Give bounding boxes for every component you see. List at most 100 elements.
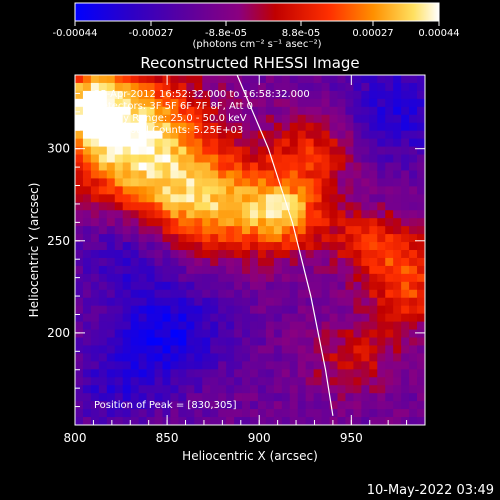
heatmap-cell [202, 289, 211, 299]
heatmap-cell [361, 202, 370, 211]
heatmap-cell [393, 170, 402, 179]
heatmap-cell [305, 353, 315, 362]
heatmap-cell [369, 305, 378, 315]
heatmap-cell [146, 257, 156, 267]
heatmap-cell [353, 154, 362, 164]
heatmap-cell [409, 417, 418, 425]
heatmap-cell [114, 106, 124, 116]
heatmap-cell [218, 305, 227, 315]
heatmap-cell [218, 90, 227, 100]
heatmap-cell [289, 385, 299, 394]
heatmap-cell [154, 130, 164, 140]
heatmap-cell [353, 90, 362, 100]
heatmap-cell [242, 305, 251, 315]
heatmap-cell [122, 377, 132, 386]
heatmap-cell [393, 345, 402, 354]
heatmap-cell [194, 329, 203, 339]
heatmap-cell [210, 186, 219, 195]
heatmap-cell [186, 313, 195, 323]
heatmap-cell [178, 321, 187, 331]
heatmap-cell [178, 202, 187, 211]
heatmap-cell [90, 106, 100, 116]
heatmap-cell [114, 82, 124, 92]
heatmap-cell [178, 162, 187, 172]
heatmap-cell [154, 146, 164, 156]
heatmap-cell [146, 409, 156, 418]
heatmap-cell [186, 257, 195, 267]
heatmap-cell [377, 273, 386, 283]
heatmap-cell [417, 369, 425, 378]
heatmap-cell [146, 170, 156, 179]
heatmap-cell [106, 170, 116, 179]
heatmap-cell [345, 265, 354, 275]
heatmap-cell [417, 305, 425, 315]
heatmap-cell [114, 242, 124, 251]
heatmap-cell [242, 401, 251, 410]
heatmap-cell [377, 162, 386, 172]
heatmap-cell [170, 138, 179, 148]
heatmap-cell [250, 329, 259, 339]
heatmap-cell [178, 265, 187, 275]
heatmap-cell [82, 122, 92, 132]
heatmap-cell [281, 257, 291, 267]
heatmap-cell [210, 329, 219, 339]
heatmap-cell [337, 393, 347, 402]
heatmap-cell [369, 417, 378, 425]
heatmap-cell [417, 401, 425, 410]
heatmap-cell [305, 361, 315, 370]
heatmap-cell [329, 265, 339, 275]
heatmap-cell [218, 361, 227, 370]
y-tick-label: 250 [47, 234, 70, 248]
heatmap-cell [401, 353, 410, 362]
heatmap-cell [202, 130, 211, 140]
heatmap-cell [98, 337, 108, 347]
heatmap-cell [178, 257, 187, 267]
heatmap-cell [82, 393, 92, 402]
heatmap-cell [162, 393, 172, 402]
heatmap-cell [281, 146, 291, 156]
heatmap-cell [202, 138, 211, 148]
heatmap-cell [353, 170, 362, 179]
heatmap-cell [242, 337, 251, 347]
heatmap-cell [313, 281, 323, 291]
heatmap-cell [409, 178, 418, 187]
heatmap-cell [75, 122, 84, 132]
heatmap-cell [170, 226, 179, 235]
heatmap-cell [194, 98, 203, 108]
heatmap-cell [345, 369, 354, 378]
heatmap-cell [194, 82, 203, 92]
heatmap-cell [265, 178, 275, 187]
heatmap-cell [313, 297, 323, 307]
heatmap-cell [401, 170, 410, 179]
heatmap-cell [170, 281, 179, 291]
heatmap-cell [361, 170, 370, 179]
heatmap-cell [234, 345, 243, 354]
heatmap-cell [106, 210, 116, 219]
heatmap-cell [409, 122, 418, 132]
heatmap-cell [98, 75, 108, 84]
heatmap-cell [265, 337, 275, 347]
heatmap-cell [170, 122, 179, 132]
heatmap-cell [409, 138, 418, 148]
heatmap-cell [218, 393, 227, 402]
heatmap-cell [202, 393, 211, 402]
heatmap-cell [242, 122, 251, 132]
heatmap-cell [289, 154, 299, 164]
heatmap-cell [289, 273, 299, 283]
heatmap-cell [369, 82, 378, 92]
heatmap-cell [321, 106, 331, 116]
heatmap-cell [289, 337, 299, 347]
heatmap-cell [75, 170, 84, 179]
heatmap-cell [178, 297, 187, 307]
heatmap-cell [178, 114, 187, 124]
heatmap-cell [75, 226, 84, 235]
heatmap-cell [122, 417, 132, 425]
heatmap-cell [234, 218, 243, 227]
heatmap-cell [313, 242, 323, 251]
heatmap-cell [114, 265, 124, 275]
heatmap-cell [385, 106, 394, 116]
heatmap-cell [250, 170, 259, 179]
heatmap-cell [154, 122, 164, 132]
heatmap-cell [369, 162, 378, 172]
heatmap-cell [82, 162, 92, 172]
